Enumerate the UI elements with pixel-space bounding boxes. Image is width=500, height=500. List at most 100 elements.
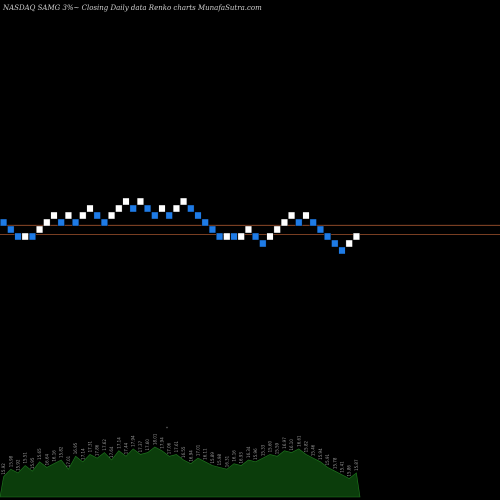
price-label-2: 15.92 xyxy=(16,459,21,471)
price-label-16: 17.14 xyxy=(116,437,121,449)
brick-21 xyxy=(151,211,159,220)
brick-44 xyxy=(316,225,324,234)
brick-7 xyxy=(50,211,58,220)
price-label-10: 16.95 xyxy=(73,442,78,454)
price-label-24: 17.61 xyxy=(174,441,179,453)
brick-34 xyxy=(244,225,252,234)
price-label-20: 17.60 xyxy=(145,439,150,451)
price-label-38: 15.59 xyxy=(275,442,280,454)
price-label-11: 17.14 xyxy=(80,448,85,460)
price-label-22: 17.94 xyxy=(160,437,165,449)
price-label-36: 15.33 xyxy=(260,444,265,456)
brick-26 xyxy=(187,204,195,213)
brick-41 xyxy=(295,218,303,227)
price-label-7: 16.16 xyxy=(52,450,57,462)
brick-12 xyxy=(86,204,94,213)
price-label-25: 16.55 xyxy=(181,446,186,458)
brick-45 xyxy=(324,232,332,241)
brick-30 xyxy=(216,232,224,241)
price-label-46: 15.78 xyxy=(332,457,337,469)
brick-17 xyxy=(122,197,130,206)
price-label-28: 16.11 xyxy=(203,448,208,460)
brick-5 xyxy=(36,225,44,234)
price-label-12: 17.31 xyxy=(88,441,93,453)
volume-marker: * xyxy=(166,426,168,431)
brick-42 xyxy=(302,211,310,220)
reference-lines xyxy=(0,224,500,236)
brick-38 xyxy=(273,225,281,234)
brick-8 xyxy=(57,218,65,227)
brick-11 xyxy=(79,211,87,220)
price-label-37: 15.60 xyxy=(268,441,273,453)
brick-13 xyxy=(93,211,101,220)
brick-19 xyxy=(136,197,144,206)
brick-48 xyxy=(345,239,353,248)
brick-36 xyxy=(259,239,267,248)
brick-9 xyxy=(64,211,72,220)
brick-27 xyxy=(194,211,202,220)
price-label-40: 16.10 xyxy=(289,439,294,451)
price-label-49: 15.87 xyxy=(354,459,359,471)
brick-37 xyxy=(266,232,274,241)
price-label-42: 15.82 xyxy=(304,441,309,453)
price-label-44: 15.94 xyxy=(318,448,323,460)
price-label-18: 17.94 xyxy=(131,435,136,447)
price-label-13: 17.86 xyxy=(95,444,100,456)
price-label-30: 15.98 xyxy=(217,453,222,465)
brick-16 xyxy=(115,204,123,213)
price-label-32: 16.16 xyxy=(232,450,237,462)
price-label-15: 17.64 xyxy=(109,446,114,458)
price-label-3: 15.51 xyxy=(23,452,28,464)
brick-39 xyxy=(280,218,288,227)
brick-33 xyxy=(237,232,245,241)
brick-32 xyxy=(230,232,238,241)
brick-43 xyxy=(309,218,317,227)
price-label-1: 15.98 xyxy=(8,455,13,467)
price-label-0: 15.92 xyxy=(1,463,6,475)
price-label-26: 16.94 xyxy=(188,450,193,462)
price-label-34: 16.34 xyxy=(246,446,251,458)
price-label-35: 15.96 xyxy=(253,448,258,460)
price-label-43: 15.46 xyxy=(311,444,316,456)
price-label-48: 15.86 xyxy=(347,465,352,477)
brick-4 xyxy=(28,232,36,241)
price-label-5: 15.65 xyxy=(37,448,42,460)
renko-bricks xyxy=(0,197,360,255)
brick-6 xyxy=(43,218,51,227)
brick-24 xyxy=(172,204,180,213)
price-label-33: 16.93 xyxy=(239,452,244,464)
price-label-41: 16.61 xyxy=(296,435,301,447)
brick-18 xyxy=(129,204,137,213)
volume-panel xyxy=(0,446,361,498)
brick-10 xyxy=(72,218,80,227)
brick-14 xyxy=(100,218,108,227)
volume-area xyxy=(0,446,361,498)
price-label-23: 17.06 xyxy=(167,442,172,454)
brick-47 xyxy=(338,246,346,255)
price-label-31: 16.31 xyxy=(224,455,229,467)
brick-29 xyxy=(208,225,216,234)
price-label-39: 16.97 xyxy=(282,437,287,449)
price-label-8: 15.82 xyxy=(59,446,64,458)
brick-25 xyxy=(180,197,188,206)
price-label-6: 16.64 xyxy=(44,453,49,465)
price-label-9: 17.01 xyxy=(66,455,71,467)
chart-title: NASDAQ SAMG 3%~ Closing Daily data Renko… xyxy=(2,4,262,12)
brick-1 xyxy=(7,225,15,234)
brick-23 xyxy=(165,211,173,220)
brick-20 xyxy=(144,204,152,213)
brick-3 xyxy=(21,232,29,241)
brick-28 xyxy=(201,218,209,227)
price-label-19: 17.37 xyxy=(138,441,143,453)
price-label-4: 15.95 xyxy=(30,457,35,469)
brick-35 xyxy=(252,232,260,241)
price-label-14: 17.62 xyxy=(102,439,107,451)
brick-49 xyxy=(352,232,360,241)
brick-2 xyxy=(14,232,22,241)
price-label-17: 17.44 xyxy=(124,442,129,454)
price-label-47: 15.41 xyxy=(340,461,345,473)
price-label-21: 18.01 xyxy=(152,433,157,445)
